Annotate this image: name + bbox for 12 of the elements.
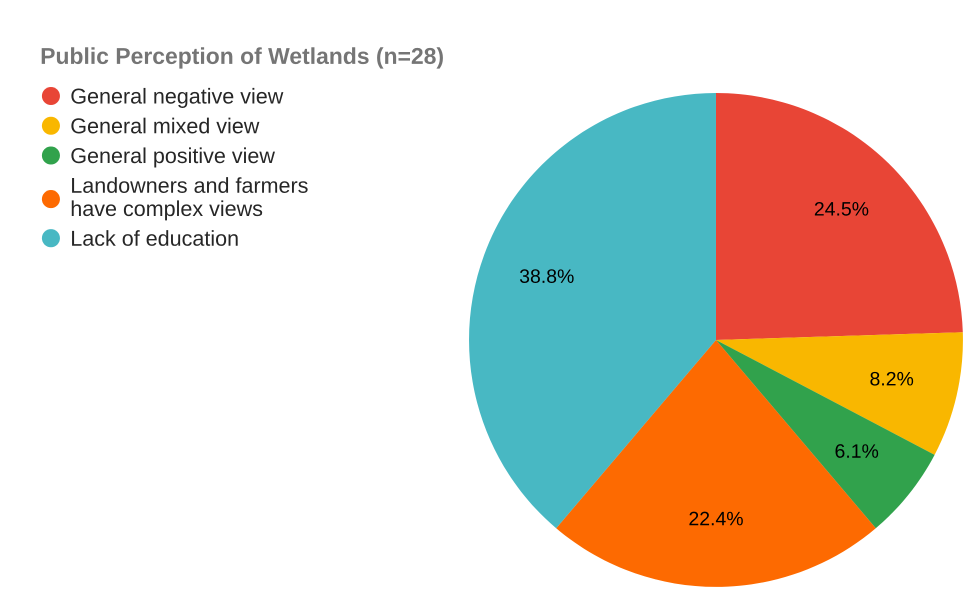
data-label: 38.8% bbox=[520, 269, 574, 284]
legend-label: General mixed view bbox=[71, 118, 260, 134]
data-label: 6.1% bbox=[836, 444, 878, 458]
data-label: 24.5% bbox=[814, 202, 868, 216]
pie-slice bbox=[716, 92, 963, 340]
legend-label: Landowners and farmers have complex views bbox=[72, 177, 308, 220]
data-label: 22.4% bbox=[689, 512, 743, 526]
legend-label: General positive view bbox=[71, 147, 275, 168]
legend-label: General negative view bbox=[71, 88, 284, 108]
chart-title: Public Perception of Wetlands (n=28) bbox=[42, 47, 443, 69]
data-label: 8.2% bbox=[870, 372, 914, 386]
legend-label: Lack of education bbox=[72, 230, 238, 246]
